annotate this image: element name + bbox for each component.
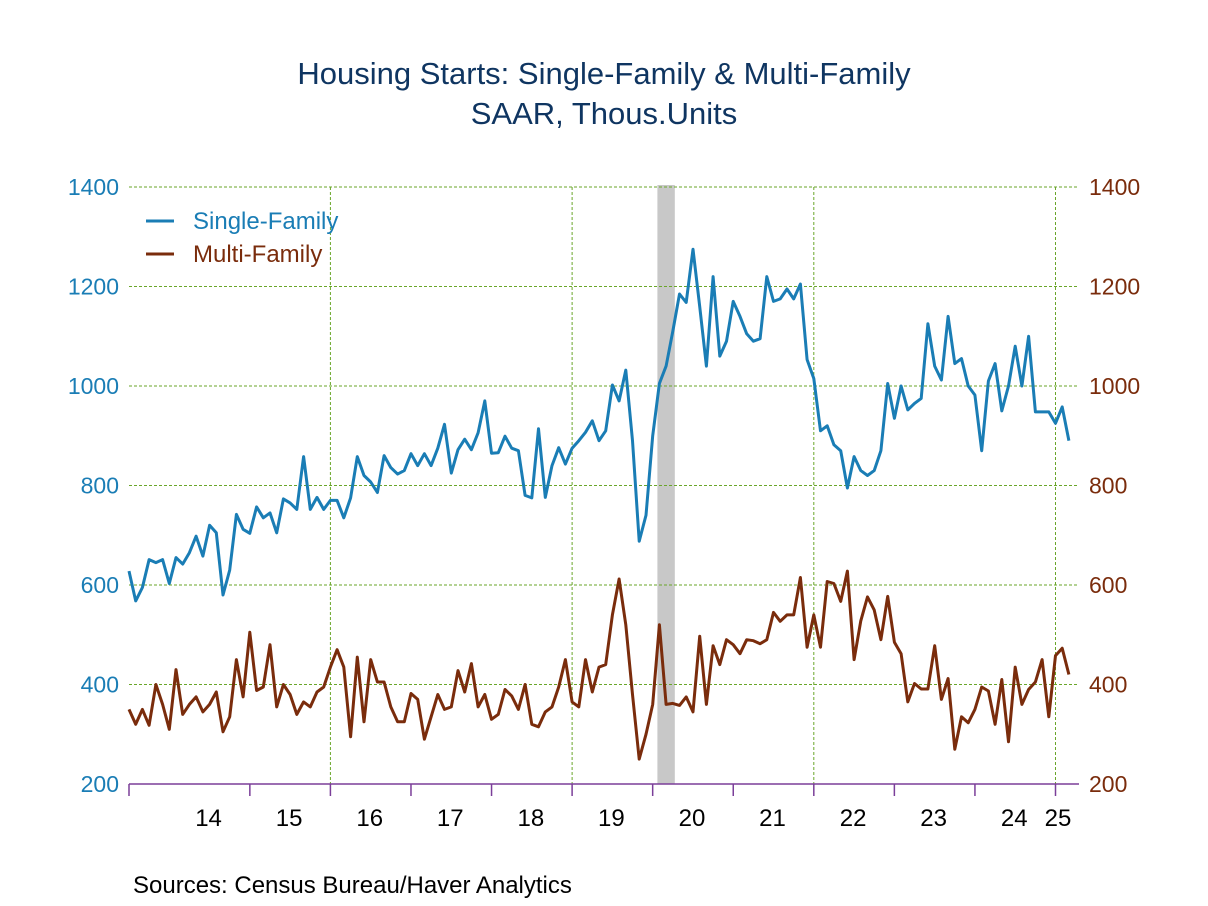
chart-subtitle: SAAR, Thous.Units (470, 96, 738, 131)
left-axis-tick-label: 1400 (68, 174, 119, 200)
x-axis-tick-label: 25 (1045, 805, 1072, 832)
right-axis-tick-label: 1200 (1089, 274, 1140, 300)
legend: Single-Family Multi-Family (146, 208, 338, 268)
legend-label-multi-family: Multi-Family (193, 241, 322, 268)
left-axis-tick-label: 400 (81, 672, 119, 698)
x-axis-tick-label: 23 (920, 805, 947, 832)
x-axis-tick-label: 15 (276, 805, 303, 832)
left-axis-tick-label: 600 (81, 572, 119, 598)
right-axis-tick-label: 200 (1089, 771, 1127, 797)
left-axis-tick-label: 1000 (68, 373, 119, 399)
left-axis-tick-label: 200 (81, 771, 119, 797)
recession-band (657, 185, 675, 784)
right-axis-tick-label: 600 (1089, 572, 1127, 598)
right-axis-tick-label: 1400 (1089, 174, 1140, 200)
series-line-single-family (127, 247, 1071, 603)
source-note: Sources: Census Bureau/Haver Analytics (133, 872, 572, 899)
chart-title: Housing Starts: Single-Family & Multi-Fa… (297, 56, 911, 91)
left-axis-tick-label: 800 (81, 473, 119, 499)
x-axis-tick-label: 17 (437, 805, 464, 832)
right-axis-tick-label: 400 (1089, 672, 1127, 698)
left-axis-tick-label: 1200 (68, 274, 119, 300)
x-axis-tick-label: 21 (759, 805, 786, 832)
x-axis-tick-label: 22 (840, 805, 867, 832)
x-axis-tick-label: 18 (517, 805, 544, 832)
x-axis-tick-label: 19 (598, 805, 625, 832)
legend-label-single-family: Single-Family (193, 208, 338, 235)
x-axis-tick-label: 16 (356, 805, 383, 832)
x-axis-tick-label: 14 (195, 805, 222, 832)
right-axis-tick-label: 1000 (1089, 373, 1140, 399)
x-axis-tick-label: 20 (679, 805, 706, 832)
x-axis-tick-label: 24 (1001, 805, 1028, 832)
series-line-multi-family (127, 569, 1071, 761)
right-axis-tick-label: 800 (1089, 473, 1127, 499)
